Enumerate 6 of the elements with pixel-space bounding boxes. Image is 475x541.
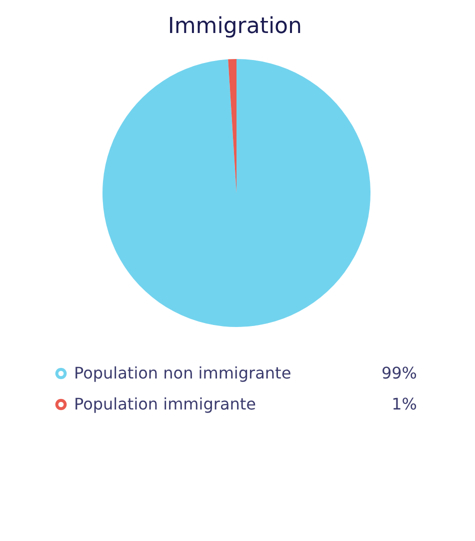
pie-slice	[102, 59, 370, 327]
legend-label: Population non immigrante	[74, 364, 292, 382]
legend-label: Population immigrante	[74, 394, 256, 414]
chart-title: Immigration	[168, 14, 302, 39]
data-label: 1%	[392, 394, 417, 414]
data-label: 99%	[381, 364, 417, 382]
